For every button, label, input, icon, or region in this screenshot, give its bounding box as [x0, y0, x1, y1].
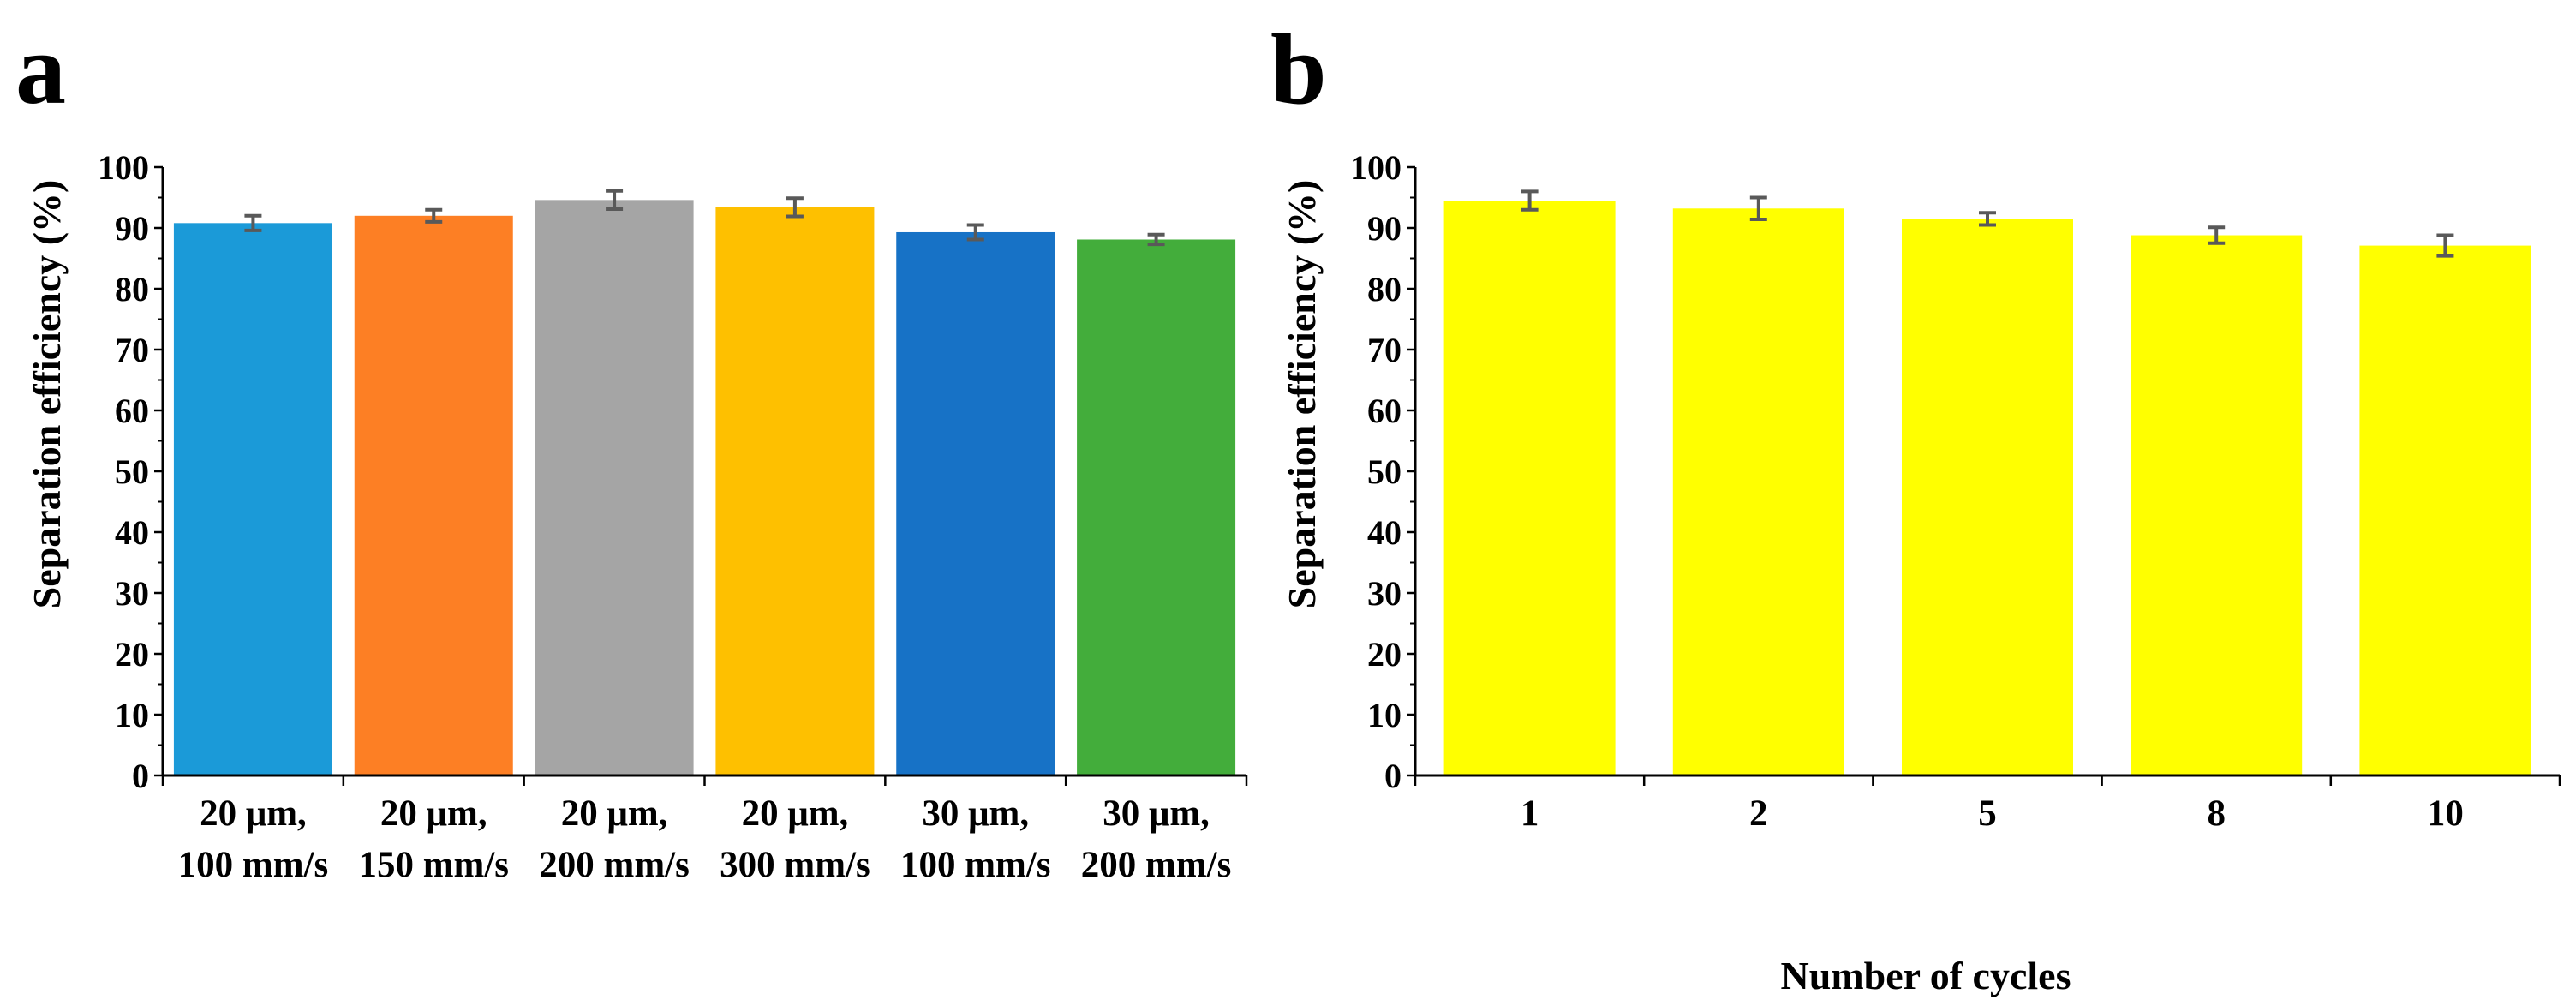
x-tick-label-4-line2: 300 mm/s — [720, 845, 870, 885]
x-tick-label-5: 10 — [2427, 793, 2464, 834]
y-tick-label: 60 — [1367, 392, 1402, 430]
y-tick-label: 40 — [115, 513, 149, 552]
y-tick-label: 100 — [98, 148, 149, 187]
x-tick-label-1: 20 μm, — [200, 793, 307, 834]
y-tick-label: 80 — [1367, 270, 1402, 308]
y-tick-label: 0 — [132, 757, 149, 795]
y-tick-label: 50 — [115, 452, 149, 491]
panel-label-a: a — [15, 13, 66, 125]
x-tick-label-3: 5 — [1978, 793, 1997, 834]
y-tick-label: 30 — [115, 574, 149, 613]
x-tick-label-6: 30 μm, — [1103, 793, 1210, 834]
bar-3 — [535, 200, 694, 776]
x-tick-label-1-line2: 100 mm/s — [178, 845, 329, 885]
y-tick-label: 20 — [1367, 635, 1402, 674]
y-tick-label: 90 — [115, 209, 149, 248]
bar-3 — [1902, 219, 2073, 776]
x-tick-label-4: 20 μm, — [742, 793, 849, 834]
y-tick-label: 10 — [1367, 696, 1402, 734]
x-tick-label-2-line2: 150 mm/s — [358, 845, 509, 885]
x-tick-label-2: 20 μm, — [380, 793, 487, 834]
x-tick-label-5: 30 μm, — [922, 793, 1029, 834]
bar-2 — [1672, 208, 1844, 775]
panel-label-b: b — [1270, 13, 1327, 125]
x-tick-label-3: 20 μm, — [561, 793, 668, 834]
bars-a — [173, 200, 1236, 776]
panel-a: a Separation efficiency (%) 0 10 20 30 40 50 6… — [15, 13, 1248, 885]
y-tick-label: 10 — [115, 696, 149, 734]
x-tick-labels-b: 1 2 5 8 10 — [1521, 793, 2464, 834]
bar-5 — [896, 231, 1055, 776]
y-tick-label: 70 — [1367, 331, 1402, 369]
y-tick-label: 30 — [1367, 574, 1402, 613]
y-tick-label: 40 — [1367, 513, 1402, 552]
y-ticks-b: 0 10 20 30 40 50 60 70 80 90 100 — [1350, 148, 2561, 795]
y-axis-title-a: Separation efficiency (%) — [25, 180, 69, 609]
x-axis-title-b: Number of cycles — [1781, 954, 2071, 997]
bar-1 — [173, 223, 332, 775]
y-tick-label: 60 — [115, 392, 149, 430]
y-tick-label: 90 — [1367, 209, 1402, 248]
x-tick-label-3-line2: 200 mm/s — [539, 845, 690, 885]
y-ticks-a: 0 10 20 30 40 50 60 70 80 90 100 — [98, 148, 1248, 795]
x-tick-label-4: 8 — [2207, 793, 2226, 834]
y-tick-label: 100 — [1350, 148, 1402, 187]
x-tick-label-2: 2 — [1749, 793, 1768, 834]
y-tick-label: 50 — [1367, 452, 1402, 491]
bar-2 — [354, 215, 513, 776]
bars-b — [1443, 201, 2531, 776]
axes-a — [161, 167, 1246, 777]
y-tick-label: 70 — [115, 331, 149, 369]
y-tick-label: 20 — [115, 635, 149, 674]
bar-6 — [1077, 239, 1236, 775]
error-bars-b — [1521, 189, 2454, 258]
bar-4 — [715, 207, 875, 776]
y-tick-label: 0 — [1384, 757, 1402, 795]
y-tick-label: 80 — [115, 270, 149, 308]
panel-b: b Separation efficiency (%) Number of cy… — [1270, 13, 2561, 997]
x-tick-label-1: 1 — [1521, 793, 1539, 834]
y-axis-title-b: Separation efficiency (%) — [1280, 180, 1324, 609]
error-bars-a — [244, 189, 1165, 247]
bar-5 — [2359, 245, 2531, 776]
bar-4 — [2131, 235, 2303, 775]
x-tick-label-6-line2: 200 mm/s — [1081, 845, 1232, 885]
x-tick-labels-a: 20 μm, 100 mm/s 20 μm, 150 mm/s 20 μm, 200 mm… — [178, 793, 1232, 885]
x-tick-label-5-line2: 100 mm/s — [900, 845, 1051, 885]
bar-1 — [1443, 201, 1616, 776]
axes-b — [1414, 167, 2560, 777]
